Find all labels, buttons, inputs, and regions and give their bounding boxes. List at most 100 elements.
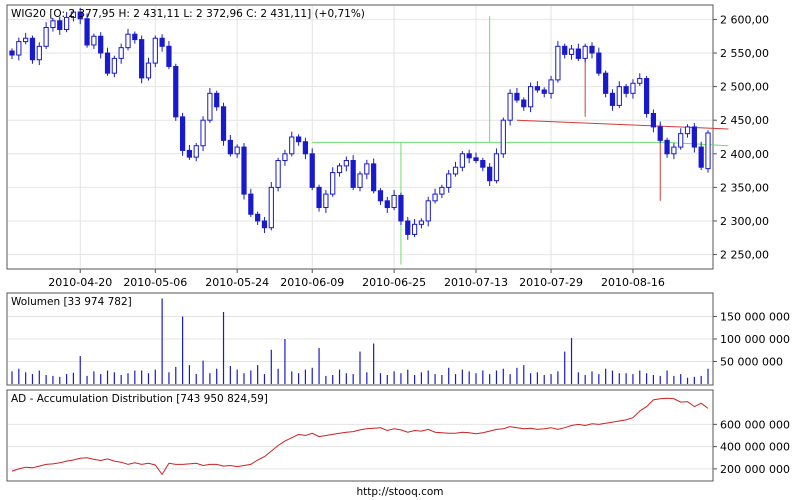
volume-ytick-label: 100 000 000 bbox=[720, 333, 790, 346]
candle-body bbox=[173, 65, 179, 118]
candle-body bbox=[562, 45, 568, 55]
candle-body bbox=[534, 86, 541, 91]
candle-body bbox=[214, 92, 220, 108]
candle-body bbox=[125, 33, 131, 49]
candle-body bbox=[23, 37, 29, 43]
candle-body bbox=[220, 106, 227, 141]
candle-body bbox=[43, 26, 49, 47]
price-ytick-label: 2 400,00 bbox=[720, 148, 769, 161]
candle-body bbox=[371, 163, 377, 192]
candle-body bbox=[302, 141, 309, 155]
volume-panel-title: Wolumen [33 974 782] bbox=[11, 296, 132, 308]
candle-body bbox=[425, 200, 431, 222]
candle-body bbox=[16, 41, 22, 56]
candle-body bbox=[657, 126, 663, 141]
candle-body bbox=[350, 160, 356, 188]
price-ytick-label: 2 450,00 bbox=[720, 114, 769, 127]
price-candles bbox=[9, 8, 711, 240]
candle-body bbox=[589, 45, 595, 54]
candle-body bbox=[493, 153, 500, 182]
candle-body bbox=[514, 92, 520, 101]
candle-body bbox=[9, 50, 15, 56]
candle-body bbox=[487, 166, 493, 182]
candle-body bbox=[29, 37, 36, 61]
price-ytick-label: 2 250,00 bbox=[720, 249, 769, 262]
candle-body bbox=[555, 45, 561, 81]
candle-body bbox=[521, 99, 527, 108]
candle-body bbox=[330, 172, 336, 195]
candle-body bbox=[84, 18, 90, 46]
candle-body bbox=[643, 78, 650, 114]
price-y-axis: 2 250,00 2 300,00 2 350,00 2 400,00 2 450,00… bbox=[713, 13, 769, 262]
candle-body bbox=[480, 160, 486, 168]
candle-body bbox=[145, 62, 152, 79]
candle-body bbox=[159, 37, 165, 47]
candle-body bbox=[446, 173, 452, 188]
candle-body bbox=[616, 86, 622, 106]
volume-bars bbox=[11, 298, 709, 384]
price-panel-title: WIG20 [O: 2 377,95 H: 2 431,11 L: 2 372,… bbox=[11, 8, 365, 20]
candle-body bbox=[152, 37, 158, 64]
candle-body bbox=[691, 126, 697, 148]
price-xtick-label: 2010-05-24 bbox=[205, 276, 269, 289]
price-xtick-label: 2010-07-13 bbox=[444, 276, 508, 289]
candle-body bbox=[411, 223, 418, 235]
candle-body bbox=[698, 146, 704, 168]
candle-body bbox=[166, 45, 172, 67]
candle-body bbox=[684, 126, 691, 135]
candle-body bbox=[398, 194, 404, 222]
candle-body bbox=[104, 52, 111, 74]
candle-body bbox=[568, 48, 575, 55]
candle-body bbox=[70, 11, 77, 18]
candle-body bbox=[541, 89, 547, 94]
candle-body bbox=[507, 92, 513, 121]
candle-body bbox=[139, 39, 145, 79]
candle-body bbox=[179, 116, 186, 151]
candle-body bbox=[343, 160, 349, 167]
candle-body bbox=[50, 20, 56, 28]
price-xtick-label: 2010-06-25 bbox=[362, 276, 426, 289]
price-xtick-label: 2010-07-29 bbox=[519, 276, 583, 289]
candle-body bbox=[452, 166, 459, 175]
candle-body bbox=[289, 136, 295, 155]
candle-body bbox=[596, 52, 602, 74]
ad-panel-title: AD - Accumulation Distribution [743 950 … bbox=[11, 393, 268, 405]
candle-body bbox=[248, 193, 254, 215]
candle-body bbox=[63, 16, 70, 31]
candle-body bbox=[630, 82, 636, 94]
ad-line-group bbox=[11, 397, 709, 476]
candle-body bbox=[609, 92, 616, 106]
candle-body bbox=[439, 186, 445, 195]
candle-body bbox=[391, 194, 397, 209]
candle-body bbox=[282, 153, 288, 162]
candle-body bbox=[227, 139, 233, 155]
candle-body bbox=[432, 193, 438, 202]
candle-body bbox=[405, 220, 411, 235]
candle-body bbox=[527, 86, 534, 108]
footer-url[interactable]: http://stooq.com bbox=[356, 486, 443, 498]
candle-body bbox=[98, 35, 104, 54]
candle-body bbox=[500, 119, 506, 155]
price-ytick-label: 2 350,00 bbox=[720, 181, 769, 194]
price-ytick-label: 2 550,00 bbox=[720, 47, 769, 60]
candle-body bbox=[364, 163, 370, 175]
candle-body bbox=[623, 86, 629, 94]
ad-ytick-label: 600 000 000 bbox=[720, 418, 790, 431]
candle-body bbox=[207, 92, 213, 121]
candle-body bbox=[418, 220, 425, 225]
price-panel-frame bbox=[6, 4, 714, 270]
candle-body bbox=[459, 153, 465, 168]
ad-panel: 200 000 000 400 000 000 600 000 000 AD - A… bbox=[6, 389, 790, 482]
candle-body bbox=[268, 186, 274, 229]
price-xtick-label: 2010-06-09 bbox=[280, 276, 344, 289]
price-x-axis: 2010-04-20 2010-05-06 2010-05-24 2010-06-09… bbox=[48, 269, 665, 289]
candle-body bbox=[241, 146, 247, 195]
candle-body bbox=[664, 139, 670, 155]
candle-body bbox=[261, 220, 268, 229]
candle-body bbox=[234, 146, 240, 155]
candle-body bbox=[466, 153, 472, 159]
candle-body bbox=[384, 200, 390, 209]
candle-body bbox=[275, 160, 281, 188]
price-ytick-label: 2 600,00 bbox=[720, 13, 769, 26]
